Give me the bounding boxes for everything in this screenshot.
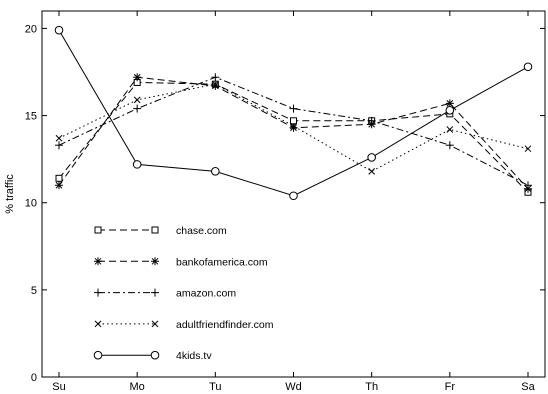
legend-marker bbox=[93, 350, 103, 360]
y-tick-label: 0 bbox=[31, 372, 37, 384]
data-point bbox=[290, 117, 297, 125]
data-point bbox=[55, 174, 63, 182]
data-point bbox=[289, 123, 298, 132]
legend-entry: 4kids.tv bbox=[93, 350, 212, 362]
legend-entry: adultfriendfinder.com bbox=[94, 319, 274, 331]
legend: chase.com bankofamerica.com amazon.com adul… bbox=[93, 225, 274, 362]
legend-label: adultfriendfinder.com bbox=[176, 319, 274, 331]
x-tick-label: Tu bbox=[209, 381, 221, 393]
legend-entry: chase.com bbox=[94, 225, 227, 237]
legend-marker bbox=[94, 288, 102, 297]
y-tick-label: 20 bbox=[25, 23, 37, 35]
data-point bbox=[132, 160, 142, 169]
legend-marker bbox=[151, 226, 159, 234]
legend-marker bbox=[94, 226, 102, 234]
x-tick-label: Wd bbox=[285, 381, 302, 393]
data-point bbox=[367, 116, 376, 125]
y-tick-label: 15 bbox=[25, 111, 37, 123]
y-axis-label: % traffic bbox=[4, 174, 16, 214]
x-tick-label: Su bbox=[52, 381, 65, 393]
data-point bbox=[54, 25, 64, 35]
series-4kids-tv bbox=[54, 25, 533, 201]
data-point bbox=[55, 181, 63, 190]
y-axis: 0 5 10 15 20 bbox=[25, 23, 545, 384]
data-point bbox=[133, 73, 142, 82]
data-point bbox=[211, 81, 220, 90]
legend-marker bbox=[94, 320, 102, 328]
data-point bbox=[368, 167, 376, 175]
data-point bbox=[133, 104, 142, 113]
y-tick-label: 5 bbox=[31, 285, 37, 297]
legend-marker bbox=[151, 257, 159, 266]
x-tick-label: Th bbox=[365, 381, 378, 393]
y-tick-label: 10 bbox=[25, 198, 37, 210]
legend-marker bbox=[150, 350, 160, 360]
data-point bbox=[523, 62, 533, 72]
x-tick-label: Sa bbox=[521, 381, 535, 393]
data-point bbox=[446, 126, 454, 133]
data-point bbox=[290, 122, 297, 130]
legend-entry: bankofamerica.com bbox=[94, 256, 268, 268]
x-tick-label: Fr bbox=[445, 381, 456, 393]
legend-entry: amazon.com bbox=[94, 288, 236, 300]
data-point bbox=[445, 106, 455, 115]
data-point bbox=[133, 96, 141, 104]
legend-marker bbox=[151, 288, 159, 297]
series-amazon-com bbox=[55, 73, 532, 190]
x-axis: Su Mo Tu Wd Th Fr Sa bbox=[52, 11, 536, 393]
data-point bbox=[211, 167, 220, 176]
legend-marker bbox=[94, 257, 102, 266]
data-point bbox=[367, 153, 376, 162]
series-adultfriendfinder-com bbox=[55, 80, 532, 175]
legend-label: chase.com bbox=[176, 225, 227, 237]
data-point bbox=[211, 73, 220, 82]
legend-label: amazon.com bbox=[176, 288, 236, 300]
data-point bbox=[211, 80, 219, 88]
data-point bbox=[524, 145, 532, 153]
data-point bbox=[524, 181, 532, 190]
data-point bbox=[55, 134, 63, 142]
data-point bbox=[445, 99, 454, 108]
data-point bbox=[55, 141, 63, 150]
x-tick-label: Mo bbox=[130, 381, 145, 393]
legend-label: bankofamerica.com bbox=[176, 256, 268, 268]
data-point bbox=[445, 141, 454, 150]
data-point bbox=[289, 191, 298, 201]
data-point bbox=[289, 104, 298, 113]
legend-label: 4kids.tv bbox=[176, 350, 212, 362]
legend-marker bbox=[151, 320, 159, 328]
series-layer bbox=[54, 25, 533, 201]
